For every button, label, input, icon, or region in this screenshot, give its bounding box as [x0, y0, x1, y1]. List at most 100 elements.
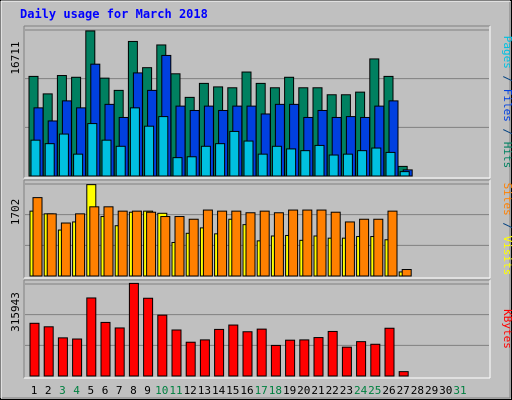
series-sites — [32, 197, 412, 277]
bar-sites-day-4 — [75, 213, 86, 277]
legend-entry: Visits — [501, 236, 512, 276]
bar-pages-day-4 — [73, 153, 84, 177]
series-pages — [30, 107, 410, 177]
bar-pages-day-3 — [58, 133, 69, 177]
bar-kbytes-day-24 — [356, 341, 367, 377]
bar-pages-day-21 — [314, 144, 325, 177]
bar-sites-day-22 — [330, 211, 341, 277]
bar-kbytes-day-5 — [86, 297, 97, 377]
bar-kbytes-day-14 — [214, 328, 225, 377]
panel-max-label: 16711 — [9, 41, 22, 74]
day-label: 24 — [354, 384, 368, 397]
bar-sites-day-27 — [401, 269, 412, 277]
legend-entry: Files — [501, 89, 512, 122]
bar-pages-day-18 — [271, 145, 282, 177]
bar-kbytes-day-9 — [143, 297, 154, 377]
legend-entry: KBytes — [501, 309, 512, 349]
bar-sites-day-6 — [103, 206, 114, 277]
bar-kbytes-day-3 — [57, 337, 68, 377]
bar-pages-day-25 — [371, 147, 382, 177]
bar-kbytes-day-15 — [228, 324, 239, 377]
day-label: 14 — [212, 384, 226, 397]
bar-pages-day-26 — [385, 151, 396, 177]
bar-sites-day-11 — [174, 216, 185, 277]
series-kbytes — [29, 282, 409, 377]
bar-sites-day-26 — [387, 210, 398, 277]
day-label: 16 — [240, 384, 253, 397]
panel-max-label: 315943 — [9, 292, 22, 332]
day-label: 29 — [425, 384, 438, 397]
day-label: 21 — [311, 384, 324, 397]
day-label: 1 — [31, 384, 38, 397]
day-label: 4 — [73, 384, 80, 397]
day-label: 8 — [130, 384, 137, 397]
bar-pages-day-6 — [101, 139, 112, 177]
bar-sites-day-10 — [160, 216, 171, 277]
bar-pages-day-20 — [300, 150, 311, 177]
bar-kbytes-day-1 — [29, 322, 40, 377]
bar-pages-day-15 — [229, 130, 240, 177]
bar-sites-day-14 — [217, 210, 228, 277]
day-label: 12 — [184, 384, 197, 397]
day-label: 25 — [368, 384, 381, 397]
bar-pages-day-14 — [215, 143, 226, 177]
bar-kbytes-day-11 — [171, 329, 182, 377]
chart-title: Daily usage for March 2018 — [20, 7, 208, 21]
legend-entry: / — [501, 122, 512, 142]
panel-bottom: 315943 KBytes — [9, 279, 512, 379]
day-axis-labels: 1 2 3 4 5 6 7 8 9 10 11 12 13 14 15 16 17 18 19 20 21 22 23 24 2… — [31, 384, 467, 397]
day-label: 22 — [326, 384, 339, 397]
bar-kbytes-day-13 — [199, 339, 210, 377]
legend-entry: Pages — [501, 36, 512, 69]
day-label: 3 — [59, 384, 66, 397]
legend-entry: Hits — [501, 142, 512, 169]
bar-kbytes-day-12 — [185, 341, 196, 377]
panel-max-label: 1702 — [9, 199, 22, 226]
bar-sites-day-1 — [32, 197, 43, 277]
bar-pages-day-9 — [144, 125, 155, 177]
bar-sites-day-8 — [131, 210, 142, 277]
bar-sites-day-9 — [146, 211, 157, 277]
bar-kbytes-day-2 — [43, 326, 54, 377]
bar-pages-day-24 — [357, 150, 368, 177]
panel-legend: KBytes — [501, 309, 512, 349]
bar-sites-day-5 — [89, 206, 100, 277]
bar-kbytes-day-7 — [114, 327, 125, 377]
bar-pages-day-2 — [44, 143, 55, 177]
day-label: 18 — [269, 384, 282, 397]
bar-pages-day-11 — [172, 157, 183, 177]
bar-kbytes-day-21 — [313, 337, 324, 377]
bar-kbytes-day-25 — [370, 343, 381, 377]
day-label: 11 — [169, 384, 182, 397]
bar-kbytes-day-8 — [128, 282, 139, 377]
bar-pages-day-22 — [328, 154, 339, 177]
bar-sites-day-18 — [273, 212, 284, 277]
bar-kbytes-day-27 — [398, 371, 409, 377]
bar-sites-day-2 — [46, 213, 57, 277]
legend-entry: Sites — [501, 183, 512, 216]
bar-pages-day-13 — [200, 145, 211, 177]
day-label: 31 — [453, 384, 466, 397]
bar-sites-day-15 — [231, 210, 242, 277]
bar-pages-day-23 — [342, 153, 353, 177]
bar-kbytes-day-18 — [270, 344, 281, 377]
bar-kbytes-day-20 — [299, 339, 310, 377]
day-label: 17 — [255, 384, 268, 397]
bar-pages-day-8 — [129, 107, 140, 177]
bar-pages-day-17 — [257, 153, 268, 177]
bar-sites-day-13 — [202, 209, 213, 277]
bar-kbytes-day-6 — [100, 321, 111, 377]
bar-sites-day-17 — [259, 210, 270, 277]
bar-kbytes-day-17 — [256, 328, 267, 377]
day-label: 23 — [340, 384, 353, 397]
day-label: 6 — [102, 384, 109, 397]
bar-kbytes-day-16 — [242, 331, 253, 377]
bar-kbytes-day-23 — [341, 346, 352, 377]
day-label: 28 — [411, 384, 424, 397]
bar-pages-day-7 — [115, 145, 126, 177]
panel-legend: Pages / Files / Hits — [501, 36, 512, 169]
day-label: 13 — [198, 384, 211, 397]
bar-pages-day-10 — [158, 116, 169, 177]
